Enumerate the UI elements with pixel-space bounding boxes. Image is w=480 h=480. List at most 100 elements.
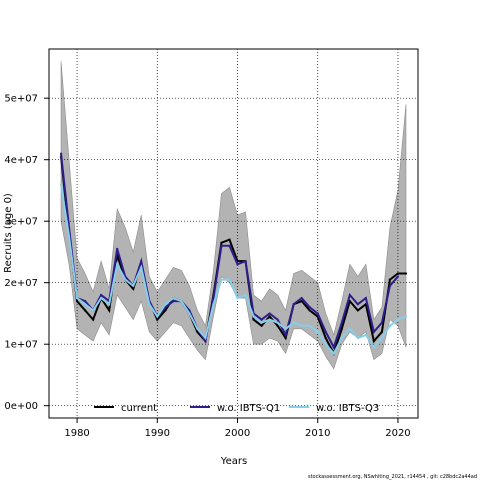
- x-axis: 1980 1990 2000 2010 2020: [64, 418, 411, 439]
- series-1-point-21: [228, 244, 231, 247]
- series-2-point-16: [188, 312, 191, 315]
- series-0-point-26: [268, 315, 271, 318]
- series-2-point-31: [308, 324, 311, 327]
- series-1-point-38: [364, 296, 367, 300]
- series-2-point-9: [132, 284, 135, 287]
- series-2-point-13: [164, 303, 167, 306]
- series-0-point-21: [228, 238, 231, 241]
- series-0-point-4: [92, 318, 95, 321]
- y-tick-label-2: 2e+07: [4, 278, 38, 289]
- series-1-point-22: [236, 263, 239, 266]
- series-2-point-22: [236, 296, 239, 300]
- y-tick-label-4: 4e+07: [4, 155, 38, 166]
- y-tick-label-5: 5e+07: [4, 94, 38, 105]
- series-2-point-1: [67, 235, 71, 238]
- series-1-point-28: [284, 333, 287, 337]
- series-2-point-25: [260, 321, 263, 324]
- series-0-point-36: [348, 300, 351, 303]
- series-2-point-36: [348, 327, 351, 330]
- series-line-0: [60, 156, 406, 356]
- legend-label-0: current: [121, 403, 157, 414]
- series-1-point-10: [140, 260, 143, 263]
- x-tick-label-0: 1980: [64, 428, 89, 439]
- series-2-point-8: [124, 278, 127, 281]
- series-0-point-6: [108, 309, 111, 312]
- series-1-point-29: [292, 303, 295, 306]
- series-2-point-20: [220, 278, 223, 281]
- series-1-point-20: [220, 244, 223, 247]
- series-2-point-2: [75, 296, 79, 300]
- series-1-point-26: [268, 312, 271, 315]
- series-1-point-36: [348, 293, 351, 297]
- series-2-point-17: [196, 327, 199, 330]
- series-0-point-42: [396, 272, 400, 275]
- series-2-point-14: [172, 296, 175, 300]
- series-0-point-2: [75, 300, 79, 303]
- series-2-point-41: [388, 324, 392, 327]
- series-2-point-3: [83, 303, 87, 306]
- series-2-point-5: [100, 296, 103, 300]
- series-1-point-23: [244, 260, 247, 263]
- series-layer: [59, 152, 408, 356]
- series-2-point-18: [204, 336, 207, 340]
- series-2-point-0: [59, 183, 63, 186]
- series-0-point-41: [388, 278, 392, 281]
- series-2-point-10: [140, 266, 143, 269]
- y-tick-label-3: 3e+07: [4, 217, 38, 228]
- series-0-point-27: [276, 324, 279, 327]
- series-1-point-42: [396, 275, 400, 278]
- series-0-point-37: [356, 309, 359, 312]
- x-tick-label-3: 2010: [305, 428, 330, 439]
- series-1-point-30: [300, 296, 303, 300]
- series-2-point-15: [180, 300, 183, 303]
- series-1-point-19: [212, 296, 215, 300]
- series-0-point-24: [252, 318, 255, 321]
- series-1-point-33: [324, 330, 327, 333]
- series-2-point-34: [332, 352, 335, 355]
- series-1-point-0: [59, 152, 63, 155]
- y-tick-label-0: 0e+00: [4, 401, 38, 412]
- x-tick-label-2: 2000: [225, 428, 250, 439]
- series-1-point-5: [100, 293, 103, 297]
- x-axis-title: Years: [220, 456, 247, 467]
- series-1-point-31: [308, 306, 311, 309]
- series-0-point-35: [340, 327, 343, 330]
- series-2-point-19: [212, 303, 215, 306]
- x-tick-label-1: 1990: [145, 428, 170, 439]
- series-0-point-9: [132, 287, 135, 290]
- y-axis: 0e+00 1e+07 2e+07 3e+07 4e+07 5e+07: [4, 94, 49, 412]
- series-0-point-28: [284, 336, 287, 340]
- series-2-point-42: [396, 318, 400, 321]
- series-2-point-29: [292, 321, 295, 324]
- series-2-point-7: [116, 263, 119, 266]
- series-0-point-31: [308, 309, 311, 312]
- series-2-point-11: [148, 303, 151, 306]
- legend-label-2: w.o. IBTS-Q3: [316, 403, 379, 414]
- series-2-point-35: [340, 336, 343, 340]
- series-0-point-20: [220, 241, 223, 244]
- series-2-point-43: [404, 315, 408, 318]
- series-2-point-28: [284, 327, 287, 330]
- series-2-point-32: [316, 330, 319, 333]
- series-2-point-30: [300, 324, 303, 327]
- series-0-point-39: [372, 340, 375, 343]
- series-1-point-35: [340, 321, 343, 324]
- series-1-point-7: [116, 247, 119, 250]
- series-0-point-25: [260, 324, 263, 327]
- series-1-point-18: [204, 340, 207, 343]
- y-tick-label-1: 1e+07: [4, 340, 38, 351]
- series-2-point-26: [268, 318, 271, 321]
- series-2-point-33: [324, 343, 327, 346]
- series-0-point-30: [300, 300, 303, 303]
- series-1-point-14: [172, 300, 175, 303]
- series-2-point-27: [276, 321, 279, 324]
- x-tick-label-4: 2020: [385, 428, 410, 439]
- series-2-point-40: [380, 336, 384, 340]
- series-0-point-43: [404, 272, 408, 275]
- series-2-point-24: [252, 315, 255, 318]
- series-2-point-6: [108, 303, 111, 306]
- series-2-point-23: [244, 293, 247, 297]
- series-1-point-40: [380, 321, 384, 324]
- series-1-point-32: [316, 312, 319, 315]
